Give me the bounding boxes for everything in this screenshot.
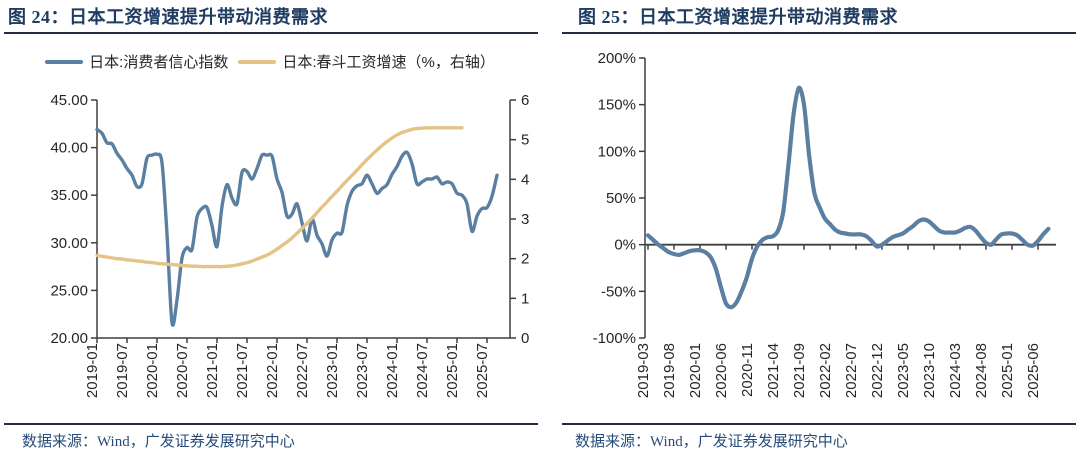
svg-text:2023-07: 2023-07 [354,343,371,398]
svg-text:2019-03: 2019-03 [635,343,652,398]
svg-text:2023-01: 2023-01 [324,343,341,398]
svg-text:2020-11: 2020-11 [739,343,756,397]
svg-text:2022-12: 2022-12 [869,343,886,398]
svg-text:200%: 200% [598,50,636,67]
svg-text:6: 6 [521,92,529,109]
svg-text:2025-01: 2025-01 [444,343,461,398]
tan-line-swatch-icon [238,59,277,64]
svg-text:25.00: 25.00 [50,282,88,299]
svg-text:20.00: 20.00 [50,330,88,347]
svg-text:2020-01: 2020-01 [144,343,161,398]
figure-25-title-rule [562,32,1076,34]
svg-text:2020-06: 2020-06 [713,343,730,398]
consumer-confidence-line [95,127,499,327]
svg-text:2022-01: 2022-01 [264,343,281,398]
figure-24-bottom-rule [4,423,538,425]
svg-text:2025-01: 2025-01 [999,343,1016,398]
svg-text:2019-08: 2019-08 [661,343,678,398]
svg-text:2025-07: 2025-07 [474,343,491,398]
yoy-growth-chart: 200% 150% 100% 50% 0% -50% -100%2019-03 2019-08… [593,50,1056,398]
svg-text:2023-05: 2023-05 [895,343,912,398]
blue-line-swatch-icon [45,59,84,64]
figure-24-source: 数据来源：Wind，广发证券发展研究中心 [22,434,295,450]
legend-label-shunto-wage: 日本:春斗工资增速（%，右轴） [282,54,495,71]
svg-text:2024-07: 2024-07 [414,343,431,398]
legend-item-shunto-wage: 日本:春斗工资增速（%，右轴） [238,51,495,72]
svg-text:3: 3 [521,211,529,228]
svg-text:2022-02: 2022-02 [817,343,834,398]
figure-24-panel: 图 24：日本工资增速提升带动消费需求 日本:消费者信心指数 日本:春斗工资增速… [0,7,540,450]
shunto-wage-line [95,126,464,269]
svg-text:2024-08: 2024-08 [973,343,990,398]
figure-24-legend: 日本:消费者信心指数 日本:春斗工资增速（%，右轴） [0,51,540,72]
svg-text:2021-04: 2021-04 [765,343,782,398]
svg-text:2022-07: 2022-07 [294,343,311,398]
svg-text:-100%: -100% [593,330,636,347]
figure-25-panel: 图 25：日本工资增速提升带动消费需求 200% 150% 100% 50% 0% -50… [540,0,1080,458]
svg-text:45.00: 45.00 [50,92,88,109]
svg-text:2022-07: 2022-07 [843,343,860,398]
svg-text:1: 1 [521,290,529,307]
svg-text:2020-01: 2020-01 [687,343,704,398]
svg-text:2021-07: 2021-07 [234,343,251,398]
svg-text:2021-09: 2021-09 [791,343,808,398]
svg-text:0: 0 [521,330,529,347]
legend-label-consumer-confidence: 日本:消费者信心指数 [89,54,229,71]
svg-text:2020-07: 2020-07 [174,343,191,398]
svg-text:2024-01: 2024-01 [384,343,401,398]
consumer-confidence-vs-wage-chart: 45.00 40.00 35.00 30.00 25.00 20.00 6 5 4 3 2 1 0 201… [50,92,529,398]
svg-text:4: 4 [521,171,529,188]
svg-text:0%: 0% [614,237,636,254]
svg-text:2019-01: 2019-01 [84,343,101,398]
svg-text:150%: 150% [598,97,636,114]
figure-25-title: 图 25：日本工资增速提升带动消费需求 [578,7,898,27]
svg-text:35.00: 35.00 [50,187,88,204]
svg-text:5: 5 [521,132,529,149]
figure-24-title: 图 24：日本工资增速提升带动消费需求 [8,7,328,27]
figure-25-bottom-rule [562,423,1076,425]
svg-text:30.00: 30.00 [50,235,88,252]
svg-text:100%: 100% [598,143,636,160]
svg-text:2025-06: 2025-06 [1025,343,1042,398]
svg-text:50%: 50% [606,190,636,207]
figure-25-source: 数据来源：Wind，广发证券发展研究中心 [575,434,848,450]
figure-24-title-rule [4,32,538,34]
svg-text:2021-01: 2021-01 [204,343,221,398]
svg-text:-50%: -50% [601,283,636,300]
svg-text:2024-03: 2024-03 [947,343,964,398]
svg-text:2023-10: 2023-10 [921,343,938,398]
svg-text:40.00: 40.00 [50,140,88,157]
yoy-growth-line [645,85,1051,310]
legend-item-consumer-confidence: 日本:消费者信心指数 [45,51,228,72]
svg-text:2: 2 [521,251,529,268]
svg-text:2019-07: 2019-07 [114,343,131,398]
